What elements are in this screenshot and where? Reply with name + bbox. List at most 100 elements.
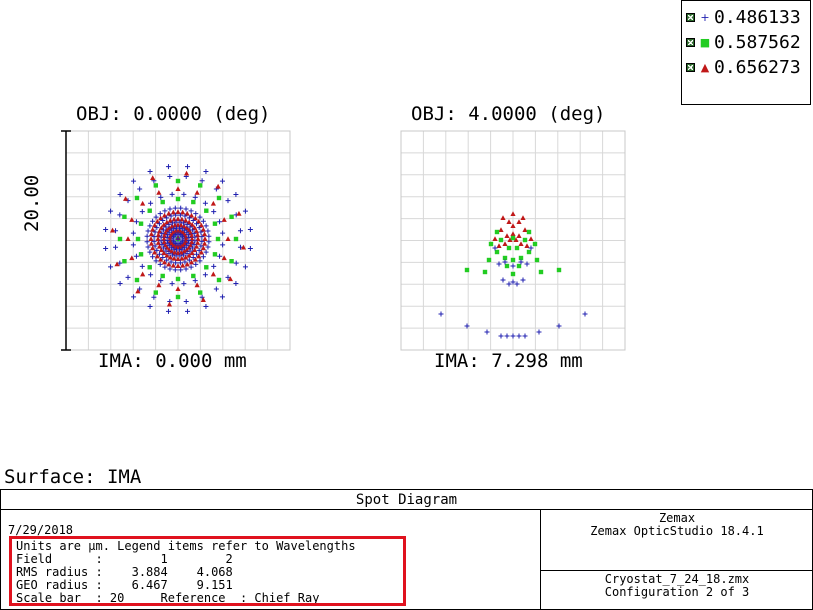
spot-plus xyxy=(199,294,205,300)
spot-square xyxy=(175,178,181,184)
spot-triangle xyxy=(196,218,202,224)
spot-triangle xyxy=(109,227,116,233)
spot-triangle xyxy=(186,252,192,258)
spot-plus xyxy=(438,311,444,317)
spot-plus xyxy=(131,178,137,184)
spot-triangle xyxy=(193,243,200,249)
spot-triangle xyxy=(156,190,162,195)
spot-square xyxy=(514,245,520,251)
spot-square xyxy=(135,236,141,242)
spot-plus xyxy=(173,260,179,266)
spot-plus xyxy=(163,248,169,254)
spot-plus xyxy=(247,226,253,232)
legend-wavelength: 0.656273 xyxy=(714,56,801,78)
spot-plus xyxy=(242,208,248,214)
spot-triangle xyxy=(186,219,192,225)
spot-plus xyxy=(183,298,189,304)
spot-triangle xyxy=(210,271,216,277)
spot-triangle xyxy=(158,225,164,230)
spot-triangle xyxy=(179,255,185,261)
spot-plus xyxy=(113,244,119,250)
spot-plus xyxy=(176,225,182,231)
spot-square xyxy=(516,263,522,269)
divider xyxy=(540,509,541,610)
legend-item: ▲ 0.656273 xyxy=(686,53,801,81)
spots-field-1 xyxy=(103,164,253,314)
spot-triangle xyxy=(192,225,198,230)
spot-plus xyxy=(211,209,217,215)
spot-triangle xyxy=(150,245,156,251)
spot-triangle xyxy=(135,288,141,294)
spot-square xyxy=(117,236,123,242)
spot-square xyxy=(197,183,203,188)
spot-triangle xyxy=(148,236,154,241)
spot-plus xyxy=(161,227,167,233)
plus-marker-icon: + xyxy=(700,10,710,24)
spot-plus xyxy=(502,259,508,265)
spot-square xyxy=(122,214,127,220)
spot-triangle xyxy=(125,236,131,241)
spot-plus xyxy=(242,264,248,270)
spot-square xyxy=(510,257,516,263)
spot-plus xyxy=(131,294,137,300)
spot-plus xyxy=(159,242,165,248)
spot-plus xyxy=(152,229,158,235)
spot-plus xyxy=(536,329,542,335)
spot-triangle xyxy=(156,282,162,288)
spot-triangle xyxy=(192,256,198,262)
spot-triangle xyxy=(194,190,200,195)
spot-plus xyxy=(147,249,153,255)
spot-triangle xyxy=(188,259,195,265)
spot-plus xyxy=(182,213,188,219)
spot-plus xyxy=(174,247,180,253)
spot-plus xyxy=(158,194,164,200)
spot-plus xyxy=(510,333,516,339)
spot-triangle xyxy=(184,261,190,267)
spot-square xyxy=(526,229,532,235)
spot-square xyxy=(216,277,222,283)
spot-plus xyxy=(233,192,239,198)
spot-triangle xyxy=(522,227,528,232)
spot-plus xyxy=(220,230,226,236)
spot-plus xyxy=(233,260,239,266)
info-file: Cryostat_7_24_18.zmx xyxy=(604,572,750,586)
spot-triangle xyxy=(155,240,161,245)
spot-plus xyxy=(137,186,143,192)
spot-plus xyxy=(190,217,196,223)
spot-triangle xyxy=(189,222,195,227)
spot-square xyxy=(160,199,165,205)
spot-square xyxy=(506,245,512,251)
spot-plus xyxy=(152,243,158,249)
spot-plus xyxy=(164,257,170,263)
spot-triangle xyxy=(164,252,170,258)
spot-triangle xyxy=(169,248,175,254)
spot-plus xyxy=(157,261,163,267)
spot-plus xyxy=(203,169,209,175)
spot-plus xyxy=(185,164,191,170)
spot-plus xyxy=(514,281,520,287)
spot-triangle xyxy=(140,271,146,277)
spot-plus xyxy=(163,224,169,230)
spot-triangle xyxy=(184,225,190,231)
spot-triangle xyxy=(164,219,170,225)
spot-square xyxy=(175,294,181,300)
spot-plus xyxy=(202,200,208,206)
spot-triangle xyxy=(192,247,198,253)
spot-plus xyxy=(484,329,490,335)
spot-plus xyxy=(199,178,205,184)
spot-plus xyxy=(166,222,172,228)
spot-triangle xyxy=(210,200,216,206)
legend-checkbox-icon xyxy=(686,12,695,22)
spot-plus xyxy=(510,263,516,269)
spot-triangle xyxy=(184,210,190,216)
spot-plus xyxy=(103,226,109,232)
spot-plus xyxy=(247,246,253,252)
spot-plus xyxy=(188,264,194,270)
spot-triangle xyxy=(183,170,190,176)
spot-triangle xyxy=(196,253,202,259)
spot-square xyxy=(191,199,196,205)
spot-triangle xyxy=(518,241,524,246)
spot-plus xyxy=(186,257,192,263)
spot-plus xyxy=(158,278,164,284)
spot-plus xyxy=(154,225,160,231)
